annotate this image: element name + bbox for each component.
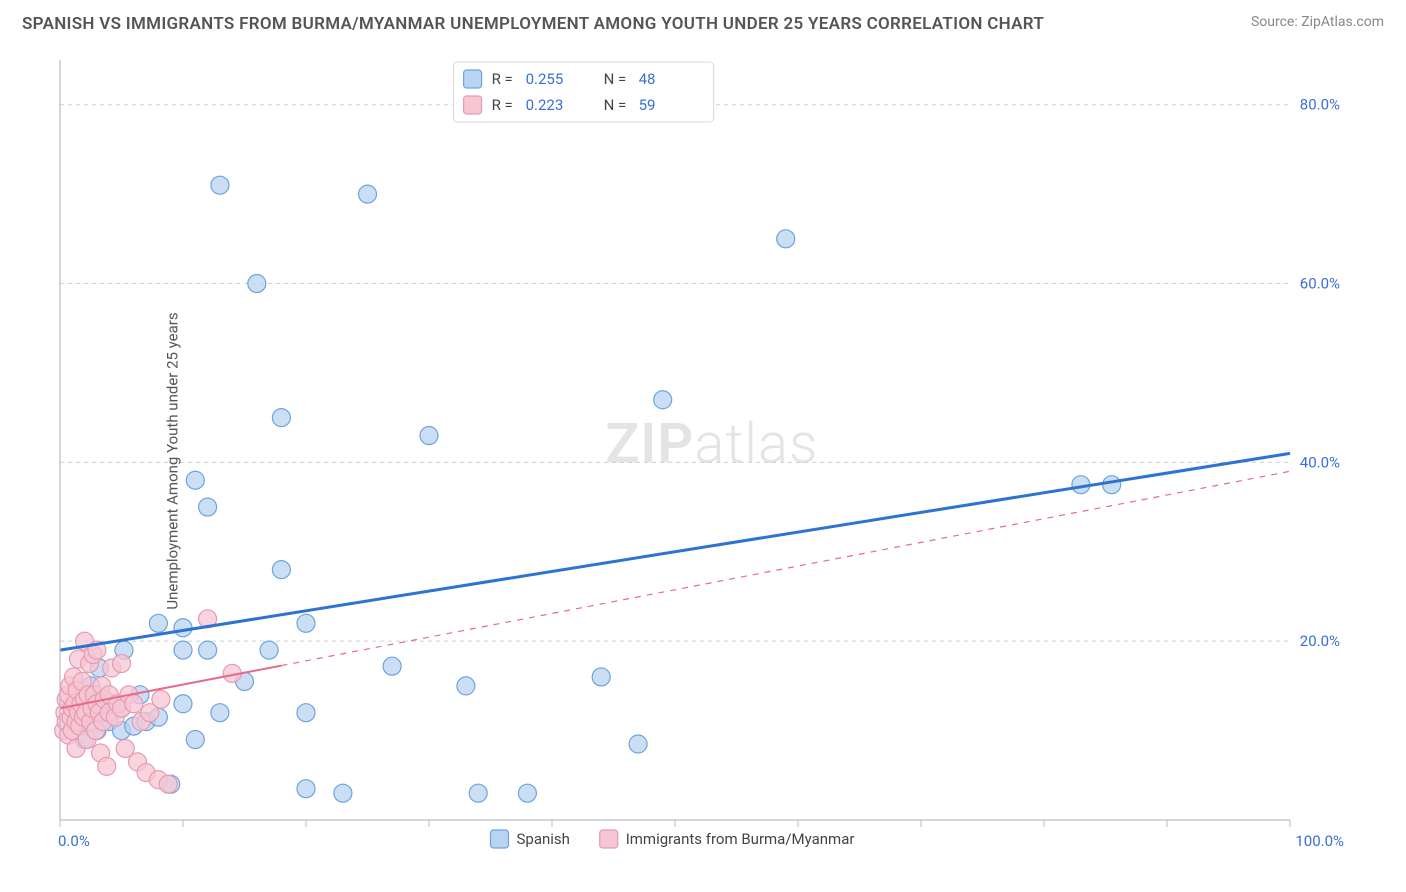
data-point: [248, 275, 266, 293]
legend-r-label: R =: [492, 96, 513, 114]
y-tick-label: 40.0%: [1300, 453, 1340, 471]
data-point: [297, 614, 315, 632]
legend-n-label: N =: [604, 96, 627, 114]
trend-line-dash: [281, 471, 1290, 665]
trend-line: [60, 453, 1290, 650]
data-point: [334, 784, 352, 802]
data-point: [125, 695, 143, 713]
data-point: [272, 409, 290, 427]
chart-title: SPANISH VS IMMIGRANTS FROM BURMA/MYANMAR…: [22, 14, 1044, 34]
data-point: [152, 690, 170, 708]
x-tick-label: 100.0%: [1295, 832, 1344, 850]
data-point: [592, 668, 610, 686]
legend-swatch: [600, 830, 618, 848]
data-point: [260, 641, 278, 659]
data-point: [272, 561, 290, 579]
legend-swatch: [491, 830, 509, 848]
data-point: [186, 471, 204, 489]
data-point: [1103, 476, 1121, 494]
data-point: [174, 619, 192, 637]
x-tick-label: 0.0%: [58, 832, 90, 850]
data-point: [654, 391, 672, 409]
data-point: [420, 427, 438, 445]
legend-swatch: [464, 70, 482, 88]
data-point: [457, 677, 475, 695]
data-point: [159, 775, 177, 793]
source-attribution: Source: ZipAtlas.com: [1251, 14, 1384, 30]
legend-n-value: 59: [639, 96, 656, 114]
legend-n-label: N =: [604, 70, 627, 88]
source-link[interactable]: ZipAtlas.com: [1301, 14, 1384, 30]
scatter-chart: 20.0% 40.0% 60.0% 80.0% ZIPatlas 0.0% 100.0% R …: [30, 50, 1370, 860]
data-point: [629, 735, 647, 753]
legend-n-value: 48: [639, 70, 656, 88]
data-point: [777, 230, 795, 248]
data-point: [174, 695, 192, 713]
legend-r-value: 0.255: [526, 70, 564, 88]
legend-label: Spanish: [517, 830, 570, 848]
source-prefix: Source:: [1251, 14, 1301, 30]
data-point: [199, 498, 217, 516]
data-point: [518, 784, 536, 802]
data-point: [98, 757, 116, 775]
data-point: [199, 641, 217, 659]
y-tick-label: 20.0%: [1300, 632, 1340, 650]
data-point: [383, 657, 401, 675]
data-point: [113, 655, 131, 673]
data-point: [211, 176, 229, 194]
data-point: [297, 704, 315, 722]
legend-r-value: 0.223: [526, 96, 564, 114]
data-point: [211, 704, 229, 722]
y-tick-label: 60.0%: [1300, 275, 1340, 293]
data-point: [186, 731, 204, 749]
y-axis-label: Unemployment Among Youth under 25 years: [164, 312, 182, 609]
data-point: [297, 780, 315, 798]
legend-swatch: [464, 96, 482, 114]
data-point: [174, 641, 192, 659]
data-point: [149, 614, 167, 632]
watermark: ZIPatlas: [605, 410, 818, 476]
y-tick-label: 80.0%: [1300, 96, 1340, 114]
data-point: [359, 185, 377, 203]
legend-r-label: R =: [492, 70, 513, 88]
legend-label: Immigrants from Burma/Myanmar: [626, 830, 855, 848]
data-point: [469, 784, 487, 802]
